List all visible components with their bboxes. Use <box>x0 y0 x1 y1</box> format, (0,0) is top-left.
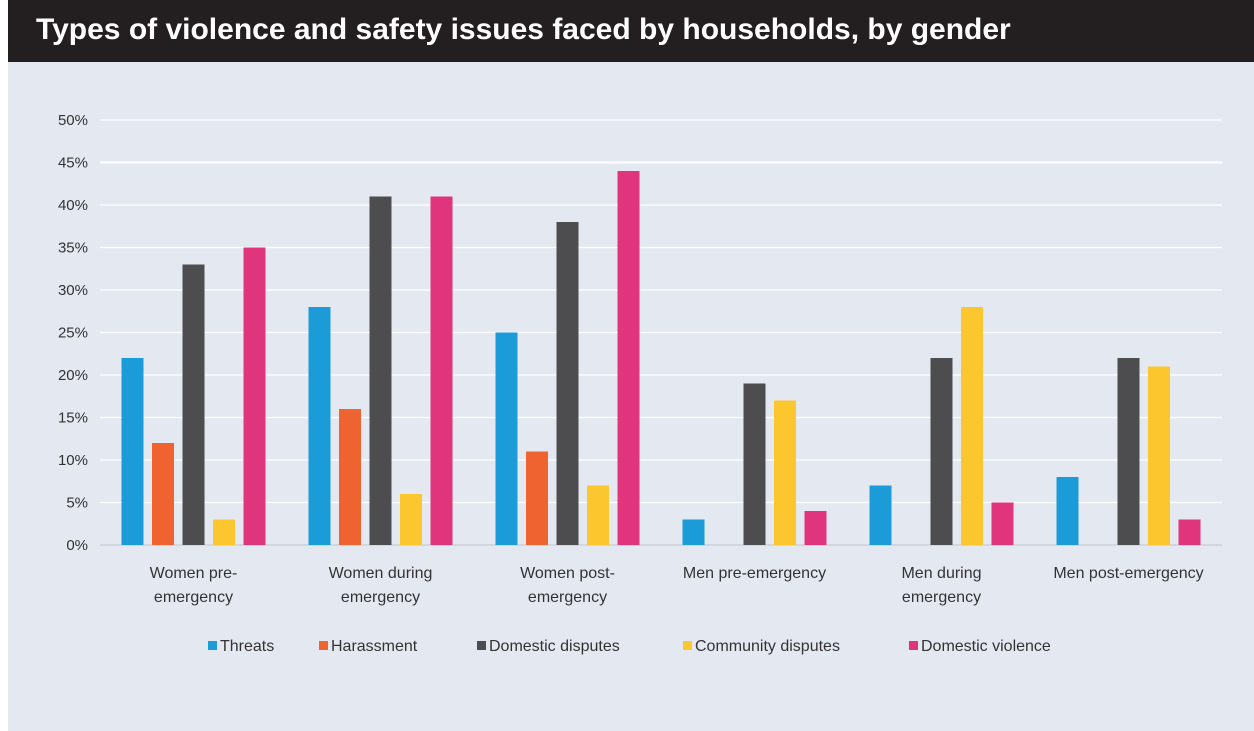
bar-domestic-disputes <box>556 222 579 545</box>
bar-threats <box>869 485 892 545</box>
bar-domestic-violence <box>804 511 827 545</box>
legend-swatch <box>208 641 217 650</box>
x-category-label: emergency <box>341 589 420 606</box>
gridlines <box>100 119 1222 546</box>
y-tick-label: 5% <box>66 495 88 512</box>
legend-item: Domestic disputes <box>477 638 620 655</box>
x-category-label: Men post-emergency <box>1053 565 1203 582</box>
legend-item: Threats <box>208 638 274 655</box>
x-category-label: emergency <box>528 589 607 606</box>
bar-threats <box>495 332 518 545</box>
bar-threats <box>121 358 144 545</box>
legend-swatch <box>477 641 486 650</box>
bar-domestic-violence <box>243 247 266 545</box>
bar-community-disputes <box>587 485 609 545</box>
bar-threats <box>308 307 331 545</box>
y-axis: 0% 5% 10% 15% 20% 25% 30% 35% 40% 45% 50% <box>58 112 88 554</box>
legend-label: Domestic disputes <box>489 638 620 655</box>
bar-community-disputes <box>400 494 422 545</box>
y-tick-label: 35% <box>58 240 88 257</box>
bar-harassment <box>339 409 361 545</box>
bar-domestic-violence <box>617 171 640 545</box>
bar-domestic-disputes <box>930 358 953 545</box>
y-tick-label: 15% <box>58 410 88 427</box>
legend-swatch <box>683 641 692 650</box>
legend-label: Threats <box>220 638 274 655</box>
y-tick-label: 25% <box>58 325 88 342</box>
bar-harassment <box>526 451 548 545</box>
bar-domestic-violence <box>1178 519 1201 545</box>
bars <box>121 171 1201 545</box>
bar-domestic-violence <box>991 502 1014 545</box>
x-category-label: Women post- <box>520 565 615 582</box>
bar-domestic-violence <box>430 196 453 545</box>
bar-threats <box>1056 477 1079 545</box>
bar-threats <box>682 519 705 545</box>
bar-domestic-disputes <box>1117 358 1140 545</box>
legend-label: Domestic violence <box>921 638 1051 655</box>
y-tick-label: 10% <box>58 452 88 469</box>
bar-community-disputes <box>1148 366 1170 545</box>
legend: Threats Harassment Domestic disputes Commun… <box>208 638 1051 655</box>
bar-community-disputes <box>213 519 235 545</box>
y-tick-label: 30% <box>58 282 88 299</box>
x-category-label: Women during <box>329 565 433 582</box>
y-tick-label: 20% <box>58 367 88 384</box>
x-category-label: Men pre-emergency <box>683 565 826 582</box>
bar-domestic-disputes <box>743 383 766 545</box>
x-category-label: Men during <box>901 565 981 582</box>
x-category-label: emergency <box>154 589 233 606</box>
legend-item: Community disputes <box>683 638 840 655</box>
legend-item: Harassment <box>319 638 418 655</box>
chart-title: Types of violence and safety issues face… <box>36 13 1011 46</box>
legend-swatch <box>319 641 328 650</box>
bar-harassment <box>152 443 174 545</box>
x-category-label: Women pre- <box>150 565 238 582</box>
y-tick-label: 40% <box>58 197 88 214</box>
bar-domestic-disputes <box>369 196 392 545</box>
chart-header: Types of violence and safety issues face… <box>8 0 1254 62</box>
legend-label: Harassment <box>331 638 418 655</box>
legend-item: Domestic violence <box>909 638 1051 655</box>
bar-community-disputes <box>961 307 983 545</box>
y-tick-label: 45% <box>58 155 88 172</box>
legend-swatch <box>909 641 918 650</box>
x-category-label: emergency <box>902 589 981 606</box>
y-tick-label: 50% <box>58 112 88 129</box>
legend-label: Community disputes <box>695 638 840 655</box>
bar-domestic-disputes <box>182 264 205 545</box>
bar-community-disputes <box>774 400 796 545</box>
y-tick-label: 0% <box>66 537 88 554</box>
x-axis: Women pre-emergency Women during emergency… <box>150 565 1204 606</box>
